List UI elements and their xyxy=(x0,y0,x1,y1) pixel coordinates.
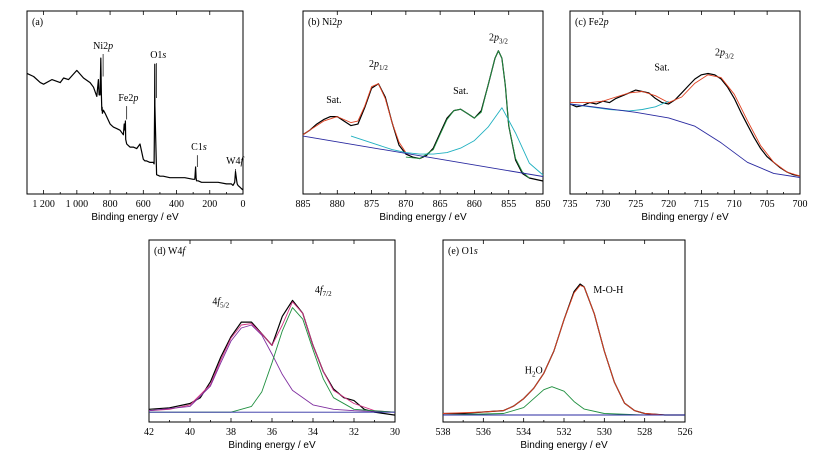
fit-component-line xyxy=(302,135,544,177)
x-tick-label: 855 xyxy=(501,199,516,210)
x-tick-label: 1 200 xyxy=(32,199,55,210)
x-tick-label: 42 xyxy=(144,427,154,438)
plot-frame xyxy=(569,10,801,195)
x-tick-label: 865 xyxy=(433,199,448,210)
x-axis-label: Binding energy / eV xyxy=(228,440,316,451)
x-tick-label: 885 xyxy=(296,199,311,210)
x-tick-label: 700 xyxy=(793,199,808,210)
fit-component-line xyxy=(442,386,685,416)
x-tick-label: 534 xyxy=(516,427,531,438)
x-tick-label: 200 xyxy=(202,199,217,210)
peak-annotation: Ni2p xyxy=(93,41,113,52)
raw-spectrum-line xyxy=(26,57,244,191)
x-tick-label: 850 xyxy=(536,199,551,210)
panel-label: (d) W4f xyxy=(154,246,186,257)
x-tick-label: 34 xyxy=(308,427,318,438)
peak-annotation: H2O xyxy=(525,365,543,378)
x-tick-label: 860 xyxy=(467,199,482,210)
panel-c: 735 730 725 720 715 710 705 700 Binding energy /… xyxy=(563,10,808,223)
x-tick-label: 720 xyxy=(661,199,676,210)
x-tick-label: 40 xyxy=(185,427,195,438)
peak-annotation: 4f5/2 xyxy=(212,297,229,310)
x-tick-label: 715 xyxy=(694,199,709,210)
peak-annotation: 2p3/2 xyxy=(715,47,734,60)
x-tick-label: 725 xyxy=(628,199,643,210)
peak-annotation: Sat. xyxy=(453,86,468,97)
panel-d: 42 40 38 36 34 32 30 Binding energy / eV (d) W4f… xyxy=(144,239,400,451)
x-tick-label: 30 xyxy=(390,427,400,438)
x-tick-label: 38 xyxy=(226,427,236,438)
x-axis-label: Binding energy / eV xyxy=(379,212,467,223)
x-tick-label: 36 xyxy=(267,427,277,438)
fit-component-line xyxy=(302,83,407,153)
x-axis-label: Binding energy / eV xyxy=(641,212,729,223)
plot-frame xyxy=(26,10,244,195)
raw-spectrum-line xyxy=(569,72,801,177)
plot-frame xyxy=(442,239,686,423)
panel-b: 885 880 875 870 865 860 855 850 Binding energy /… xyxy=(296,10,551,223)
fit-component-line xyxy=(149,307,396,413)
x-axis-label: Binding energy / eV xyxy=(91,212,179,223)
x-tick-label: 400 xyxy=(169,199,184,210)
x-tick-label: 800 xyxy=(103,199,118,210)
raw-spectrum-line xyxy=(148,299,396,416)
fit-component-line xyxy=(570,74,801,177)
peak-annotation: Sat. xyxy=(326,95,341,106)
x-tick-label: 735 xyxy=(563,199,578,210)
x-tick-label: 1 000 xyxy=(66,199,89,210)
x-tick-label: 730 xyxy=(595,199,610,210)
raw-spectrum-line xyxy=(443,283,685,416)
fit-component-line xyxy=(405,50,530,179)
panel-a: 1 200 1 000 800 600 400 200 0 Binding energy / … xyxy=(26,10,246,223)
fit-component-line xyxy=(442,285,685,416)
peak-annotation: 2p1/2 xyxy=(369,59,388,72)
peak-annotation: Fe2p xyxy=(118,93,138,104)
x-tick-label: 870 xyxy=(398,199,413,210)
x-tick-label: 710 xyxy=(727,199,742,210)
x-tick-label: 532 xyxy=(557,427,572,438)
x-axis-label: Binding energy / eV xyxy=(520,440,608,451)
peak-annotation: M-O-H xyxy=(593,285,623,296)
x-tick-label: 875 xyxy=(364,199,379,210)
peak-annotation: W4f xyxy=(226,156,244,167)
peak-annotation: 2p3/2 xyxy=(489,32,508,45)
x-tick-label: 528 xyxy=(637,427,652,438)
x-tick-label: 0 xyxy=(241,199,246,210)
peak-annotation: O1s xyxy=(150,50,166,61)
peak-annotation: 4f7/2 xyxy=(315,285,332,298)
peak-annotation: C1s xyxy=(191,142,207,153)
x-tick-label: 538 xyxy=(436,427,451,438)
fit-component-line xyxy=(569,103,801,178)
x-tick-label: 530 xyxy=(597,427,612,438)
plot-frame xyxy=(148,239,396,423)
x-tick-label: 705 xyxy=(760,199,775,210)
panel-label: (e) O1s xyxy=(448,246,478,257)
panel-label: (c) Fe2p xyxy=(575,17,609,28)
x-tick-label: 600 xyxy=(136,199,151,210)
panel-label: (a) xyxy=(32,17,43,28)
x-tick-label: 526 xyxy=(678,427,693,438)
peak-annotation: Sat. xyxy=(654,63,669,74)
fit-component-line xyxy=(148,324,396,413)
panel-e: 538 536 534 532 530 528 526 Binding energy / eV… xyxy=(436,239,693,451)
panel-label: (b) Ni2p xyxy=(308,17,342,28)
x-tick-label: 880 xyxy=(330,199,345,210)
x-tick-label: 536 xyxy=(476,427,491,438)
raw-spectrum-line xyxy=(302,50,544,182)
fit-component-line xyxy=(350,107,544,176)
fit-component-line xyxy=(148,301,396,413)
x-tick-label: 32 xyxy=(349,427,359,438)
